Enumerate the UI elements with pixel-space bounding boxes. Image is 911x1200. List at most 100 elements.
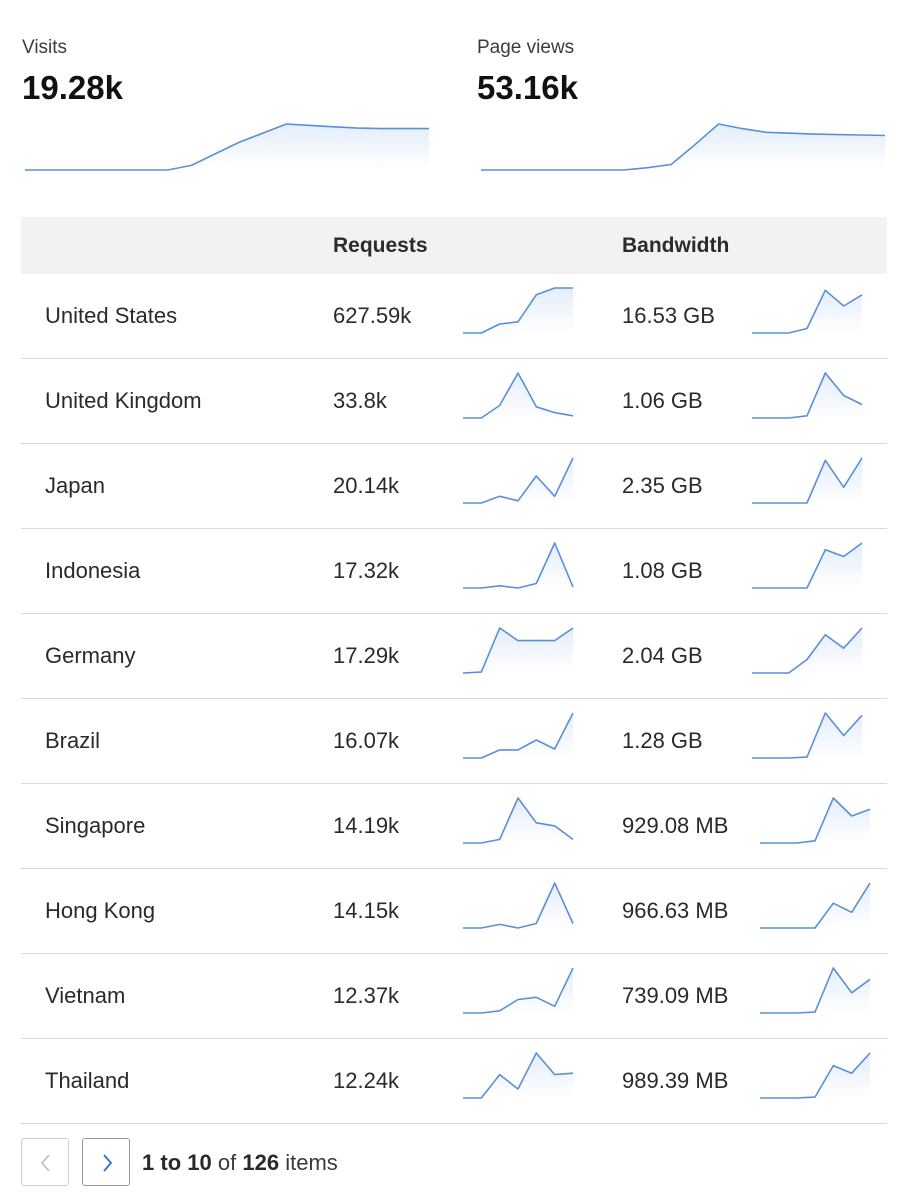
- bandwidth-sparkline: [752, 457, 863, 504]
- total-items: 126: [242, 1150, 280, 1175]
- bandwidth-sparkline: [752, 627, 863, 674]
- bandwidth-value: 1.06 GB: [622, 388, 703, 413]
- sparkline-area: [481, 124, 885, 170]
- sparkline-area: [752, 458, 862, 503]
- requests-value: 12.37k: [333, 983, 400, 1008]
- sparkline-area: [463, 883, 573, 928]
- page-views-value: 53.16k: [477, 69, 578, 106]
- page-views-metric: Page views 53.16k: [477, 36, 578, 108]
- sparkline-line: [463, 1052, 574, 1099]
- table-row: Germany 17.29k 2.04 GB: [21, 614, 887, 699]
- requests-value: 33.8k: [333, 388, 387, 413]
- sparkline-line: [752, 712, 863, 759]
- bandwidth-value: 739.09 MB: [622, 983, 729, 1008]
- sparkline-area: [463, 713, 573, 758]
- sparkline-line: [25, 123, 429, 171]
- header-bandwidth[interactable]: Bandwidth: [622, 234, 730, 257]
- table-row: Hong Kong 14.15k 966.63 MB: [21, 869, 887, 954]
- prev-page-button[interactable]: [21, 1138, 69, 1186]
- sparkline-area: [760, 968, 870, 1013]
- sparkline-line: [463, 712, 574, 759]
- table-row: United States 627.59k 16.53 GB: [21, 274, 887, 359]
- sparkline-area: [25, 124, 429, 170]
- bandwidth-value: 989.39 MB: [622, 1068, 729, 1093]
- chevron-left-icon: [40, 1154, 50, 1172]
- sparkline-line: [463, 287, 573, 334]
- country-table: Requests Bandwidth United States 627.59k 1…: [21, 217, 887, 1124]
- table-header: Requests Bandwidth: [21, 217, 887, 274]
- bandwidth-sparkline: [752, 712, 863, 759]
- sparkline-line: [752, 542, 863, 589]
- bandwidth-value: 2.04 GB: [622, 643, 703, 668]
- sparkline-area: [463, 543, 573, 588]
- pagination-summary: 1 to 10 of 126 items: [142, 1150, 338, 1176]
- country-name: Brazil: [45, 728, 101, 753]
- bandwidth-value: 1.28 GB: [622, 728, 703, 753]
- sparkline-line: [760, 882, 871, 929]
- requests-value: 627.59k: [333, 303, 412, 328]
- country-name: Singapore: [45, 813, 146, 838]
- sparkline-area: [760, 1053, 870, 1098]
- sparkline-line: [760, 1052, 871, 1099]
- chevron-right-icon: [103, 1154, 113, 1172]
- bandwidth-sparkline: [752, 542, 863, 589]
- sparkline-area: [463, 628, 573, 673]
- table-body: United States 627.59k 16.53 GB United Kingd…: [21, 274, 887, 1124]
- country-name: Germany: [45, 643, 136, 668]
- table-row: Singapore 14.19k 929.08 MB: [21, 784, 887, 869]
- country-name: United Kingdom: [45, 388, 202, 413]
- bandwidth-sparkline: [760, 967, 871, 1014]
- bandwidth-value: 16.53 GB: [622, 303, 715, 328]
- requests-sparkline: [463, 372, 574, 419]
- visits-trend-chart: [25, 123, 429, 171]
- sparkline-area: [463, 968, 573, 1013]
- visits-label: Visits: [22, 37, 68, 58]
- table-row: Japan 20.14k 2.35 GB: [21, 444, 887, 529]
- requests-sparkline: [463, 882, 574, 929]
- requests-sparkline: [463, 287, 573, 334]
- next-page-button[interactable]: [82, 1138, 130, 1186]
- header-requests[interactable]: Requests: [333, 234, 428, 257]
- sparkline-line: [463, 882, 574, 929]
- sparkline-area: [752, 713, 862, 758]
- country-name: Hong Kong: [45, 898, 156, 923]
- requests-value: 12.24k: [333, 1068, 400, 1093]
- requests-sparkline: [463, 712, 574, 759]
- requests-sparkline: [463, 797, 574, 844]
- visits-value: 19.28k: [22, 69, 123, 106]
- requests-sparkline: [463, 457, 574, 504]
- sparkline-line: [752, 457, 863, 504]
- bandwidth-sparkline: [752, 289, 863, 334]
- bandwidth-sparkline: [760, 1052, 871, 1099]
- sparkline-line: [481, 123, 886, 171]
- pagination: 1 to 10 of 126 items: [21, 1138, 621, 1188]
- requests-sparkline: [463, 542, 574, 589]
- sparkline-area: [752, 290, 862, 333]
- sparkline-line: [462, 627, 574, 674]
- sparkline-area: [760, 883, 870, 928]
- sparkline-area: [463, 458, 573, 503]
- country-name: Indonesia: [45, 558, 141, 583]
- country-name: United States: [45, 303, 178, 328]
- table-row: United Kingdom 33.8k 1.06 GB: [21, 359, 887, 444]
- country-name: Vietnam: [45, 983, 126, 1008]
- sparkline-area: [463, 373, 573, 418]
- sparkline-line: [463, 372, 574, 419]
- bandwidth-value: 1.08 GB: [622, 558, 703, 583]
- requests-sparkline: [462, 627, 574, 674]
- sparkline-area: [463, 1053, 573, 1098]
- table-row: Thailand 12.24k 989.39 MB: [21, 1039, 887, 1124]
- sparkline-area: [463, 288, 573, 333]
- requests-value: 14.15k: [333, 898, 400, 923]
- sparkline-line: [760, 967, 871, 1014]
- visits-metric: Visits 19.28k: [22, 36, 123, 108]
- requests-value: 14.19k: [333, 813, 400, 838]
- bandwidth-sparkline: [752, 372, 863, 419]
- bandwidth-sparkline: [760, 797, 871, 844]
- table-row: Indonesia 17.32k 1.08 GB: [21, 529, 887, 614]
- page-views-label: Page views: [477, 37, 575, 58]
- range-start: 1: [142, 1150, 155, 1175]
- sparkline-line: [463, 797, 574, 844]
- requests-value: 16.07k: [333, 728, 400, 753]
- sparkline-line: [463, 542, 574, 589]
